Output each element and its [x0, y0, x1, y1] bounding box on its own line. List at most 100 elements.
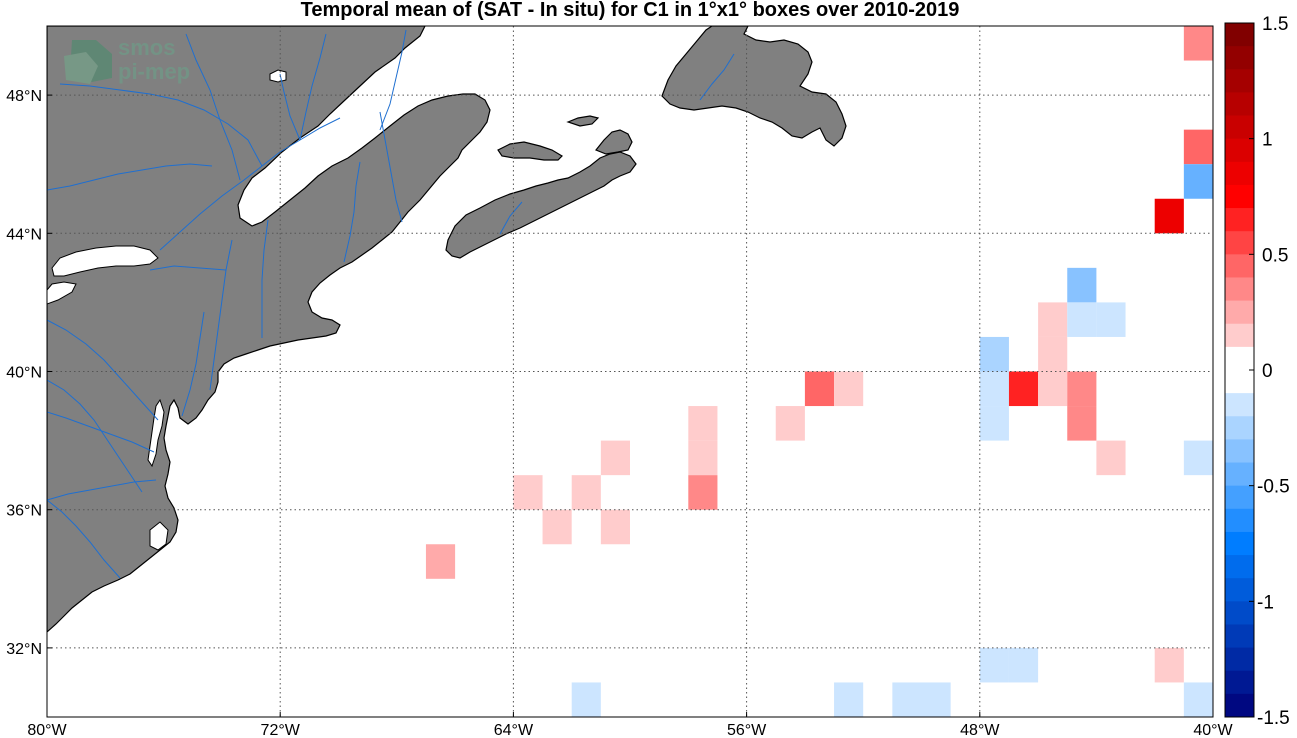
x-tick-label: 56°W	[727, 722, 767, 738]
river-hudson	[209, 239, 233, 391]
colorbar-tick-label: -0.5	[1257, 477, 1290, 498]
river-connecticut	[261, 219, 269, 338]
river-saguenay	[279, 73, 301, 141]
y-tick-label: 32°N	[6, 641, 42, 658]
heatmap-cell	[513, 475, 543, 510]
heatmap-cell	[1096, 440, 1126, 476]
river-james	[47, 479, 157, 501]
colorbar-ticks: 1.5 1 0.5 0 -0.5 -1 -1.5	[1249, 14, 1290, 729]
heatmap-cell	[1008, 371, 1039, 407]
heatmap-cell	[1038, 302, 1068, 337]
heatmap-cell	[1183, 164, 1213, 199]
heatmap-cell	[1008, 647, 1039, 683]
pamlico-sound	[149, 521, 169, 551]
river-ottawa	[47, 163, 213, 191]
x-axis-ticks: 80°W 72°W 64°W 56°W 48°W 40°W	[27, 712, 1234, 738]
heatmap-cells	[425, 26, 1213, 717]
river-tributary-c	[59, 83, 263, 167]
river-appalachian	[47, 379, 143, 493]
colorbar-segment	[1225, 277, 1254, 302]
colorbar: 1.5 1 0.5 0 -0.5 -1 -1.5	[1224, 14, 1290, 729]
colorbar-segment	[1225, 462, 1254, 487]
x-tick-label: 40°W	[1193, 722, 1233, 738]
heatmap-cell	[688, 406, 718, 441]
colorbar-segment	[1225, 208, 1254, 232]
heatmap-cell	[688, 440, 718, 476]
colorbar-segment	[1225, 254, 1254, 278]
heatmap-cell	[1183, 682, 1213, 717]
colorbar-segment	[1225, 624, 1254, 649]
river-delaware	[181, 311, 205, 417]
colorbar-segment	[1225, 323, 1254, 348]
heatmap-cell	[542, 509, 572, 545]
colorbar-segment	[1225, 531, 1254, 556]
colorbar-segment	[1225, 485, 1254, 510]
heatmap-cell	[1067, 371, 1097, 407]
heatmap-cell	[1067, 267, 1097, 303]
colorbar-segment	[1225, 300, 1254, 325]
river-susquehanna	[47, 319, 159, 421]
colorbar-segments	[1225, 23, 1254, 718]
colorbar-segment	[1225, 393, 1254, 417]
colorbar-segment	[1225, 46, 1254, 70]
x-tick-label: 64°W	[494, 722, 534, 738]
y-tick-label: 40°N	[6, 365, 42, 382]
y-tick-label: 48°N	[6, 88, 42, 105]
lake-erie	[47, 281, 77, 305]
colorbar-tick-label: 1	[1262, 130, 1273, 151]
colorbar-tick-label: 1.5	[1262, 14, 1288, 35]
y-tick-label: 36°N	[6, 503, 42, 520]
heatmap-cell	[1154, 647, 1184, 683]
colorbar-segment	[1225, 439, 1254, 464]
heatmap-cell	[425, 544, 456, 579]
river-layer	[47, 29, 735, 579]
colorbar-segment	[1225, 138, 1254, 163]
river-tributary-a	[185, 33, 241, 181]
heatmap-cell	[775, 406, 805, 441]
land-cape-breton	[595, 129, 633, 155]
river-nova-scotia	[499, 201, 523, 235]
heatmap-cell	[600, 509, 630, 545]
heatmap-cell	[979, 406, 1009, 441]
logo-text-line1: smos	[118, 35, 175, 60]
heatmap-cell	[1067, 406, 1097, 441]
heatmap-cell	[1183, 26, 1213, 61]
colorbar-segment	[1225, 346, 1254, 371]
river-penobscot	[343, 161, 361, 263]
heatmap-cell	[688, 475, 718, 510]
map-grid	[47, 26, 1213, 717]
x-tick-label: 80°W	[27, 722, 67, 738]
heatmap-cell	[571, 475, 601, 510]
land-nova-scotia	[445, 151, 637, 259]
colorbar-segment	[1225, 231, 1254, 255]
heatmap-cell	[1183, 129, 1213, 165]
colorbar-segment	[1225, 508, 1254, 533]
map-title: Temporal mean of (SAT - In situ) for C1 …	[301, 0, 960, 21]
lake-st-john	[269, 69, 287, 83]
river-north-shore	[379, 29, 407, 131]
colorbar-segment	[1225, 161, 1254, 186]
y-tick-label: 44°N	[6, 226, 42, 243]
colorbar-segment	[1225, 69, 1254, 93]
colorbar-segment	[1225, 115, 1254, 140]
heatmap-cell	[1038, 336, 1068, 372]
colorbar-segment	[1225, 647, 1254, 672]
y-axis-ticks: 48°N 44°N 40°N 36°N 32°N	[6, 88, 52, 658]
colorbar-segment	[1225, 184, 1254, 209]
x-tick-label: 72°W	[261, 722, 301, 738]
heatmap-cell	[804, 371, 835, 407]
river-mohawk	[149, 265, 227, 271]
logo-text-line2: pi-mep	[118, 59, 190, 84]
colorbar-tick-label: 0.5	[1262, 245, 1288, 266]
heatmap-cell	[1038, 371, 1068, 407]
colorbar-segment	[1225, 601, 1254, 625]
land-anticosti	[566, 115, 600, 127]
river-st-lawrence	[159, 117, 341, 251]
land-north-america	[47, 26, 491, 633]
heatmap-cell	[834, 682, 864, 717]
colorbar-segment	[1225, 555, 1254, 579]
river-tributary-b	[299, 33, 327, 141]
heatmap-cell	[979, 647, 1009, 683]
land-pei	[497, 141, 563, 161]
